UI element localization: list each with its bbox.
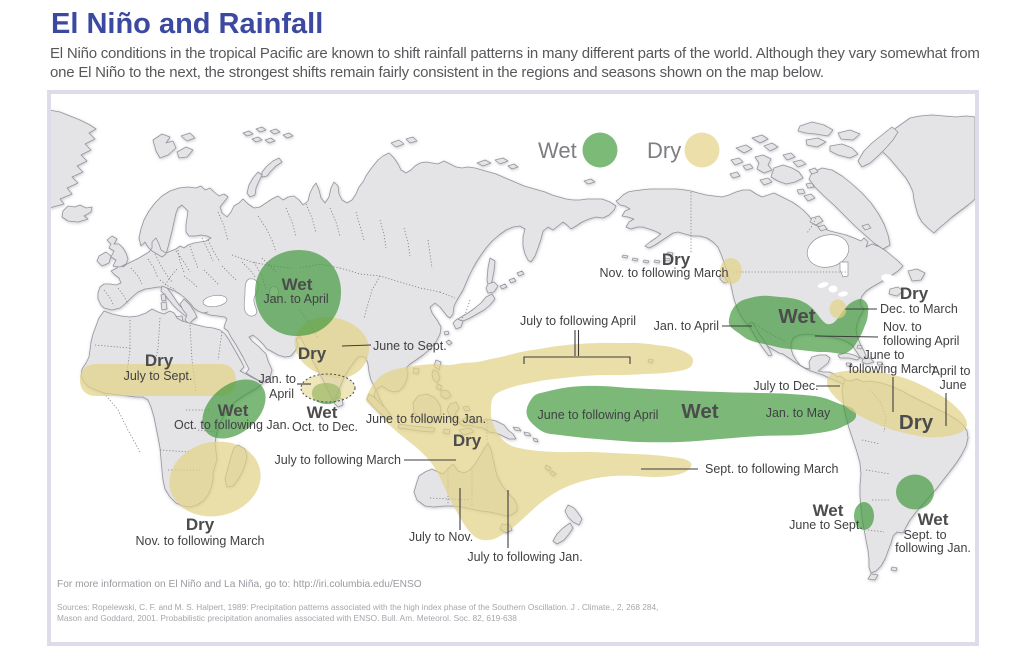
- svg-text:Dry: Dry: [145, 351, 174, 370]
- svg-text:Wet: Wet: [307, 403, 338, 422]
- svg-text:Sept. to following March: Sept. to following March: [705, 462, 838, 476]
- svg-text:Jan. to April: Jan. to April: [263, 292, 328, 306]
- svg-text:July to Dec.: July to Dec.: [753, 379, 818, 393]
- svg-text:Wet: Wet: [813, 501, 844, 520]
- svg-text:Nov. to: Nov. to: [883, 320, 922, 334]
- svg-text:June to Sept.: June to Sept.: [789, 518, 863, 532]
- svg-text:Wet: Wet: [918, 510, 949, 529]
- svg-text:Jan. to May: Jan. to May: [766, 406, 831, 420]
- svg-text:June: June: [939, 378, 966, 392]
- svg-text:June to: June to: [863, 348, 904, 362]
- svg-text:For more information on El Niñ: For more information on El Niño and La N…: [57, 579, 422, 590]
- svg-text:Wet: Wet: [218, 401, 249, 420]
- svg-text:April to: April to: [932, 364, 971, 378]
- svg-text:June to following Jan.: June to following Jan.: [366, 412, 486, 426]
- svg-text:Wet: Wet: [778, 305, 815, 328]
- svg-text:July to following March: July to following March: [275, 453, 401, 467]
- svg-text:Dry: Dry: [453, 431, 482, 450]
- svg-text:Oct. to Dec.: Oct. to Dec.: [292, 420, 358, 434]
- svg-text:June to following April: June to following April: [538, 408, 659, 422]
- svg-text:Dry: Dry: [647, 138, 681, 163]
- svg-text:Dry: Dry: [662, 250, 691, 269]
- svg-text:July to following Jan.: July to following Jan.: [467, 550, 582, 564]
- svg-text:Sources: Ropelewski, C. F. an: Sources: Ropelewski, C. F. and M. S. Hal…: [57, 602, 658, 612]
- svg-text:July to Nov.: July to Nov.: [409, 530, 473, 544]
- svg-text:Mason and Goddard, 2001. Proba: Mason and Goddard, 2001. Probabilistic p…: [57, 613, 517, 623]
- svg-text:Dry: Dry: [899, 411, 934, 434]
- svg-text:Jan. to: Jan. to: [258, 372, 296, 386]
- svg-text:Jan. to April: Jan. to April: [654, 319, 719, 333]
- svg-text:Dry: Dry: [298, 344, 327, 363]
- svg-text:Dry: Dry: [900, 284, 929, 303]
- svg-text:April: April: [269, 387, 294, 401]
- svg-text:Wet: Wet: [282, 275, 313, 294]
- svg-text:Oct. to following Jan.: Oct. to following Jan.: [174, 418, 290, 432]
- svg-text:July to following April: July to following April: [520, 314, 636, 328]
- svg-text:Nov. to following March: Nov. to following March: [136, 534, 265, 548]
- svg-text:Dry: Dry: [186, 515, 215, 534]
- svg-text:Sept. to: Sept. to: [903, 528, 946, 542]
- svg-text:Nov. to following March: Nov. to following March: [600, 266, 729, 280]
- svg-text:following April: following April: [883, 334, 959, 348]
- svg-text:following March: following March: [849, 362, 936, 376]
- svg-text:Wet: Wet: [538, 138, 577, 163]
- svg-text:Dec. to March: Dec. to March: [880, 302, 958, 316]
- svg-text:June to Sept.: June to Sept.: [373, 339, 447, 353]
- svg-text:Wet: Wet: [681, 400, 718, 423]
- svg-text:July to Sept.: July to Sept.: [124, 369, 193, 383]
- svg-text:following Jan.: following Jan.: [895, 541, 971, 555]
